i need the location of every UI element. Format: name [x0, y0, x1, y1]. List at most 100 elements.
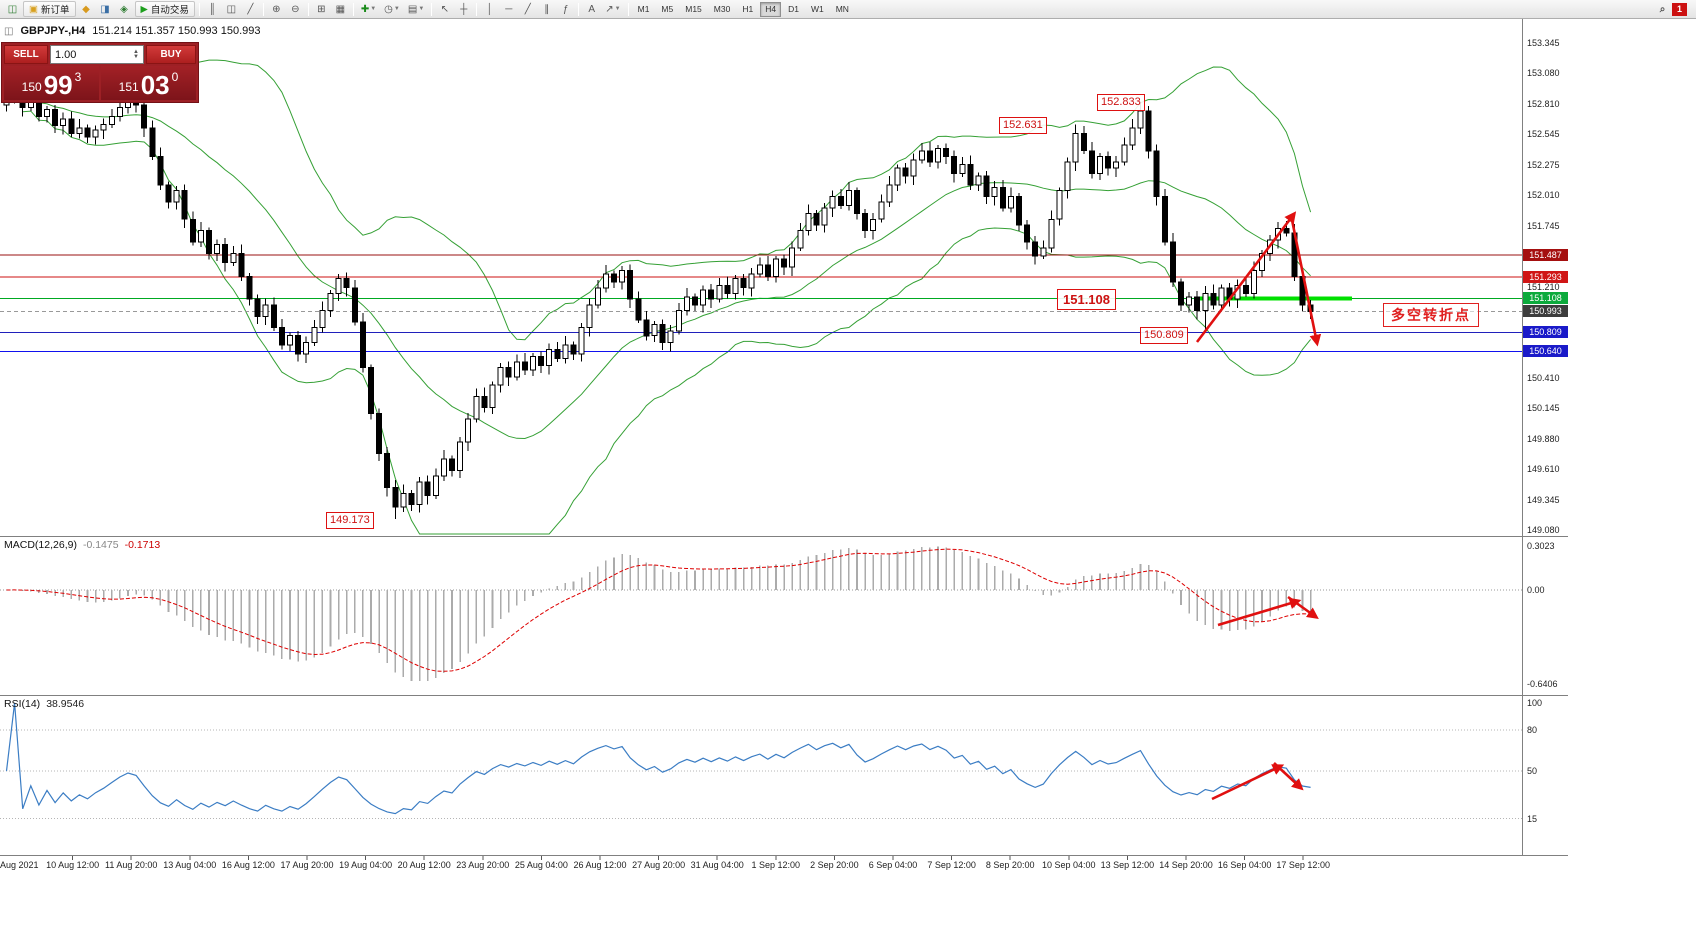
rsi-header: RSI(14) 38.9546: [4, 698, 84, 710]
time-axis-label: 6 Sep 04:00: [868, 860, 918, 870]
navigator-icon[interactable]: ◈: [116, 1, 133, 17]
periods-icon[interactable]: ◷ ▼: [381, 1, 403, 17]
data-window-icon[interactable]: ◨: [97, 1, 114, 17]
rsi-label: RSI(14): [4, 698, 41, 710]
one-click-trading-panel: SELL 1.00 ▲ ▼ BUY 150 99 3 151 03 0: [2, 43, 198, 102]
new-order-icon: ▣: [29, 3, 38, 15]
separator: [476, 2, 478, 16]
chart-context-icon[interactable]: ◫: [4, 25, 14, 37]
time-axis-label: 16 Aug 12:00: [221, 860, 275, 870]
time-axis-label: 27 Aug 20:00: [632, 860, 686, 870]
price-callout[interactable]: 150.809: [1140, 327, 1188, 344]
price-badge: 151.487: [1523, 248, 1568, 261]
buy-price-pip: 0: [171, 70, 179, 84]
rsi-value: 38.9546: [46, 698, 85, 710]
line-chart-icon[interactable]: ╱: [242, 1, 259, 17]
timeframe-m15[interactable]: M15: [680, 2, 707, 17]
stepper-down-icon[interactable]: ▼: [133, 53, 139, 60]
template-icon[interactable]: ▤ ▼: [405, 1, 427, 17]
timeframe-m30[interactable]: M30: [709, 2, 736, 17]
autotrading-label: 自动交易: [150, 5, 189, 16]
timeframe-d1[interactable]: D1: [783, 2, 804, 17]
time-axis-label: Aug 2021: [0, 860, 39, 870]
price-axis-label: 149.610: [1527, 464, 1560, 475]
timeframe-m1[interactable]: M1: [633, 2, 655, 17]
price-callout[interactable]: 152.833: [1097, 94, 1145, 111]
chart-window-icon[interactable]: ◫: [7, 3, 18, 15]
fibonacci-icon[interactable]: ƒ: [557, 1, 574, 17]
symbol-timeframe: GBPJPY-,H4: [20, 25, 86, 37]
volume-stepper[interactable]: ▲ ▼: [133, 48, 139, 60]
crosshair-icon[interactable]: ┼: [455, 1, 472, 17]
rsi-axis-label: 50: [1527, 766, 1538, 776]
price-callout[interactable]: 152.631: [999, 117, 1047, 134]
tile-windows-icon[interactable]: ⊞: [313, 1, 330, 17]
macd-label: MACD(12,26,9): [4, 539, 77, 551]
price-callout[interactable]: 151.108: [1057, 289, 1116, 310]
horizontal-line-icon[interactable]: ─: [500, 1, 517, 17]
zoom-in-icon[interactable]: ⊕: [268, 1, 285, 17]
macd-indicator: [0, 546, 1522, 682]
macd-header: MACD(12,26,9) -0.1475 -0.1713: [4, 539, 160, 551]
price-axis-label: 150.145: [1527, 403, 1560, 414]
sell-button[interactable]: SELL: [4, 45, 48, 64]
buy-price-display[interactable]: 151 03 0: [101, 66, 196, 100]
rsi-axis-label: 100: [1527, 698, 1543, 708]
timeframe-w1[interactable]: W1: [806, 2, 829, 17]
timeframe-group: M1 M5 M15 M30 H1 H4 D1 W1 MN: [632, 1, 855, 17]
buy-price-base: 151: [118, 80, 139, 94]
separator: [262, 2, 264, 16]
time-axis-label: 11 Aug 20:00: [104, 860, 158, 870]
candlestick-chart-icon[interactable]: ◫: [223, 1, 240, 17]
time-axis-label: 16 Sep 04:00: [1217, 860, 1272, 870]
price-badge: 150.640: [1523, 345, 1568, 358]
zoom-out-icon[interactable]: ⊖: [287, 1, 304, 17]
text-tool-icon[interactable]: A: [583, 1, 600, 17]
new-order-button[interactable]: ▣ 新订单: [23, 1, 76, 17]
autotrading-button[interactable]: ▶ 自动交易: [134, 1, 195, 17]
time-axis[interactable]: Aug 2021 10 Aug 12:00 11 Aug 20:00 13 Aug 0…: [0, 858, 1530, 874]
cursor-icon[interactable]: ↖: [436, 1, 453, 17]
price-axis-label: 153.345: [1527, 37, 1560, 48]
trendline-icon[interactable]: ╱: [519, 1, 536, 17]
volume-input[interactable]: 1.00 ▲ ▼: [50, 45, 144, 64]
sell-price-display[interactable]: 150 99 3: [4, 66, 99, 100]
time-axis-label: 19 Aug 04:00: [339, 860, 393, 870]
time-axis-label: 10 Aug 12:00: [46, 860, 100, 870]
search-icon[interactable]: ⌕: [1654, 1, 1671, 17]
trend-arrows: [1195, 211, 1322, 801]
market-watch-icon[interactable]: ◆: [78, 1, 95, 17]
price-badge: 150.993: [1523, 304, 1568, 317]
stepper-up-icon[interactable]: ▲: [133, 48, 139, 55]
time-axis-label: 17 Sep 12:00: [1276, 860, 1330, 870]
time-axis-label: 20 Aug 12:00: [397, 860, 451, 870]
separator: [431, 2, 433, 16]
window-count-badge[interactable]: 1: [1672, 2, 1687, 16]
time-axis-label: 25 Aug 04:00: [514, 860, 568, 870]
time-axis-label: 13 Sep 12:00: [1100, 860, 1155, 870]
macd-axis-label: 0.00: [1527, 585, 1545, 595]
timeframe-h4[interactable]: H4: [760, 1, 782, 17]
channel-icon[interactable]: ∥: [538, 1, 555, 17]
price-axis-label: 149.345: [1527, 494, 1560, 505]
indicators-icon[interactable]: ✚ ▼: [358, 1, 379, 17]
arrow-tool-icon[interactable]: ↗ ▼: [602, 1, 623, 17]
buy-price-big: 03: [140, 70, 170, 100]
chevron-down-icon: ▼: [370, 6, 377, 12]
bar-chart-icon[interactable]: ║: [204, 1, 221, 17]
price-badge: 150.809: [1523, 325, 1568, 338]
timeframe-m5[interactable]: M5: [656, 2, 678, 17]
timeframe-mn[interactable]: MN: [831, 2, 854, 17]
price-callout[interactable]: 149.173: [326, 512, 374, 529]
timeframe-h1[interactable]: H1: [737, 2, 758, 17]
trend-reversal-note[interactable]: 多空转折点: [1383, 303, 1479, 327]
buy-button[interactable]: BUY: [146, 45, 196, 64]
grid-icon[interactable]: ▦: [332, 1, 349, 17]
sell-price-pip: 3: [74, 70, 82, 84]
time-axis-label: 10 Sep 04:00: [1042, 860, 1096, 870]
macd-signal-value: -0.1713: [124, 539, 161, 551]
vertical-line-icon[interactable]: │: [481, 1, 498, 17]
macd-main-value: -0.1475: [82, 539, 119, 551]
price-axis[interactable]: 153.345 153.080 152.810 152.545 152.275 152.0…: [1523, 19, 1571, 880]
